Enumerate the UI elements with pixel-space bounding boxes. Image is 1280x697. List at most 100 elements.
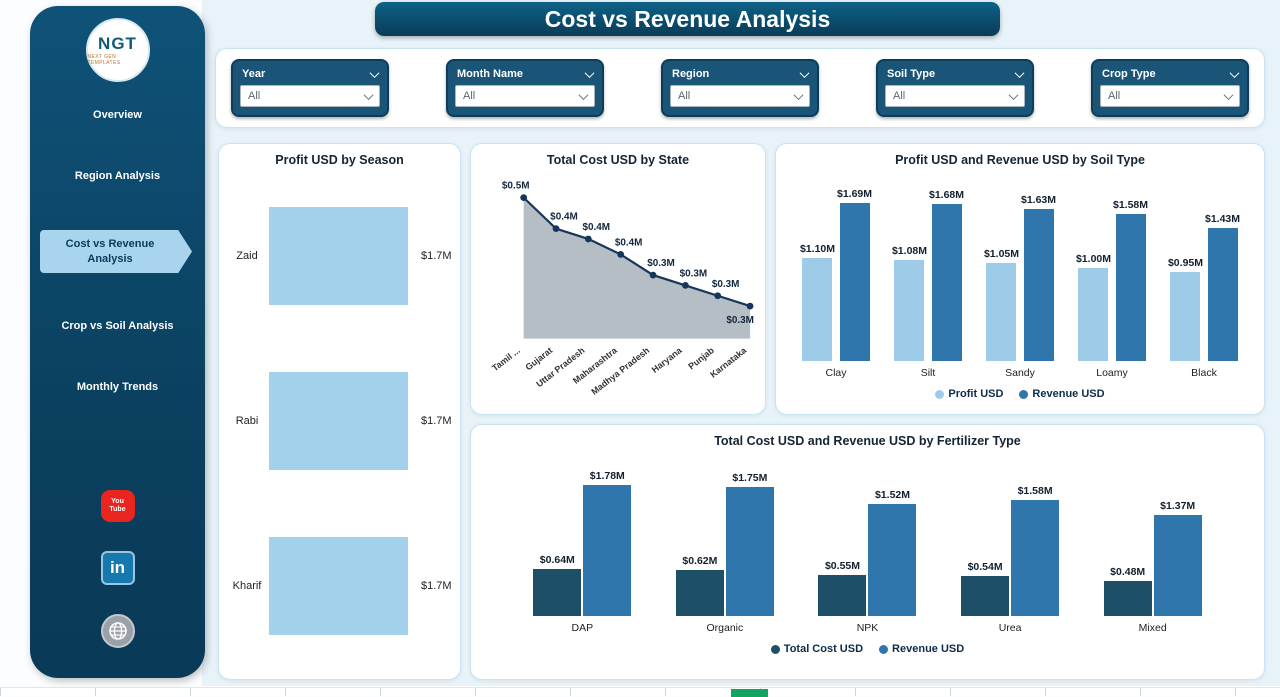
sidebar-item-overview[interactable]: Overview bbox=[93, 109, 142, 121]
data-point[interactable] bbox=[746, 302, 754, 310]
filter-region-header[interactable]: Region bbox=[670, 67, 810, 85]
value-label: $0.4M bbox=[615, 237, 643, 248]
chevron-down-icon[interactable] bbox=[1014, 67, 1025, 78]
bar-black-profit-usd[interactable] bbox=[1170, 272, 1201, 361]
legend-item-revenue[interactable]: Revenue USD bbox=[1019, 388, 1105, 400]
filter-year: Year All bbox=[231, 59, 389, 117]
area-chart[interactable]: $0.5M $0.4M $0.4M $0.4M $0.3M $0.3M $0.3M $0.3M… bbox=[474, 169, 762, 407]
bar-zaid[interactable] bbox=[269, 206, 408, 305]
bar-dap-revenue-usd[interactable] bbox=[583, 485, 632, 616]
filter-year-dropdown[interactable]: All bbox=[240, 85, 380, 107]
axis-label: Haryana bbox=[650, 345, 685, 375]
youtube-icon[interactable]: You Tube bbox=[100, 490, 135, 522]
filter-crop-dropdown[interactable]: All bbox=[1100, 85, 1240, 107]
filter-value: All bbox=[248, 90, 261, 102]
data-point[interactable] bbox=[682, 282, 689, 289]
filter-region-dropdown[interactable]: All bbox=[670, 85, 810, 107]
bar-urea-total-cost-usd[interactable] bbox=[961, 576, 1010, 616]
legend-item-revenue[interactable]: Revenue USD bbox=[879, 643, 964, 655]
bar-wrap: $1.69M bbox=[837, 188, 872, 361]
bar-wrap: $1.63M bbox=[1021, 194, 1056, 361]
bar-wrap: $1.58M bbox=[1011, 485, 1060, 616]
filter-month-name: Month Name All bbox=[446, 59, 604, 117]
bar-group-dap: $0.64M $1.78M DAP bbox=[533, 470, 632, 634]
trend-line bbox=[522, 196, 751, 308]
bar-mixed-revenue-usd[interactable] bbox=[1153, 515, 1202, 616]
bar-wrap: $0.95M bbox=[1168, 257, 1203, 361]
bar-track bbox=[269, 536, 416, 635]
value-label: $0.3M bbox=[680, 268, 708, 279]
bar-clay-revenue-usd[interactable] bbox=[839, 203, 870, 361]
bar-sandy-revenue-usd[interactable] bbox=[1023, 209, 1054, 361]
logo: NGT NEXT GEN TEMPLATES bbox=[30, 18, 205, 82]
linkedin-icon[interactable]: in bbox=[100, 551, 135, 585]
active-page-tab[interactable] bbox=[731, 689, 768, 697]
bar-sandy-profit-usd[interactable] bbox=[986, 263, 1017, 361]
bar-urea-revenue-usd[interactable] bbox=[1011, 500, 1060, 616]
filter-soil-dropdown[interactable]: All bbox=[885, 85, 1025, 107]
sidebar-item-cost-vs-revenue-analysis[interactable]: Cost vs Revenue Analysis bbox=[40, 230, 192, 274]
legend-item-profit[interactable]: Profit USD bbox=[935, 388, 1003, 400]
value-label: $0.3M bbox=[712, 279, 740, 290]
legend-item-total-cost[interactable]: Total Cost USD bbox=[770, 643, 863, 655]
bar-mixed-total-cost-usd[interactable] bbox=[1103, 581, 1152, 616]
bar-organic-revenue-usd[interactable] bbox=[725, 487, 774, 616]
season-row: Zaid $1.7M bbox=[225, 181, 456, 331]
data-point[interactable] bbox=[617, 251, 625, 258]
chevron-down-icon[interactable] bbox=[369, 67, 380, 78]
sidebar-item-region-analysis[interactable]: Region Analysis bbox=[74, 169, 161, 182]
chevron-down-icon[interactable] bbox=[799, 67, 810, 78]
bar-silt-revenue-usd[interactable] bbox=[931, 204, 962, 361]
data-point[interactable] bbox=[584, 235, 592, 243]
bar-wrap: $1.05M bbox=[984, 248, 1019, 361]
filter-label: Month Name bbox=[457, 68, 523, 80]
chart-cost-by-state: Total Cost USD by State $0.5M $0.4M $0.4M $… bbox=[470, 143, 766, 415]
bar-kharif[interactable] bbox=[269, 536, 408, 635]
axis-label: Tamil ... bbox=[490, 345, 522, 373]
filter-label: Crop Type bbox=[1102, 68, 1156, 80]
data-point[interactable] bbox=[552, 225, 560, 232]
bar-black-revenue-usd[interactable] bbox=[1207, 228, 1238, 361]
logo-subtext: NEXT GEN TEMPLATES bbox=[87, 53, 121, 66]
bar-clay-profit-usd[interactable] bbox=[802, 258, 833, 361]
filter-year-header[interactable]: Year bbox=[240, 67, 380, 85]
chevron-down-icon bbox=[793, 89, 804, 100]
category-label: Rabi bbox=[235, 414, 259, 427]
bar-organic-total-cost-usd[interactable] bbox=[675, 570, 724, 616]
filter-soil-header[interactable]: Soil Type bbox=[885, 67, 1025, 85]
bar-loamy-profit-usd[interactable] bbox=[1078, 268, 1109, 361]
bar-dap-total-cost-usd[interactable] bbox=[533, 569, 582, 616]
chevron-down-icon[interactable] bbox=[1229, 67, 1240, 78]
bar-group-npk: $0.55M $1.52M NPK bbox=[818, 476, 917, 634]
filter-label: Soil Type bbox=[887, 68, 936, 80]
value-label: $1.58M bbox=[1113, 199, 1149, 211]
sidebar: NGT NEXT GEN TEMPLATES Overview Region A… bbox=[30, 6, 205, 678]
data-point[interactable] bbox=[649, 271, 657, 279]
bar-group-organic: $0.62M $1.75M Organic bbox=[675, 472, 774, 634]
bar-loamy-revenue-usd[interactable] bbox=[1115, 214, 1146, 361]
bar-wrap: $1.10M bbox=[800, 243, 835, 361]
data-point[interactable] bbox=[714, 292, 722, 300]
website-globe-icon[interactable] bbox=[100, 614, 135, 648]
filter-label: Year bbox=[242, 68, 266, 80]
data-point[interactable] bbox=[520, 194, 528, 202]
filter-label: Region bbox=[672, 68, 710, 80]
filter-month-header[interactable]: Month Name bbox=[455, 67, 595, 85]
value-label: $1.78M bbox=[589, 470, 625, 482]
chevron-down-icon[interactable] bbox=[584, 67, 595, 78]
sidebar-item-crop-vs-soil-analysis[interactable]: Crop vs Soil Analysis bbox=[61, 320, 174, 333]
bar-npk-revenue-usd[interactable] bbox=[868, 504, 917, 616]
bar-track bbox=[269, 371, 416, 470]
bar-silt-profit-usd[interactable] bbox=[894, 260, 925, 361]
area-fill[interactable] bbox=[523, 197, 751, 339]
filter-month-dropdown[interactable]: All bbox=[455, 85, 595, 107]
bar-npk-total-cost-usd[interactable] bbox=[818, 575, 867, 616]
bar-rabi[interactable] bbox=[269, 371, 408, 470]
value-label: $0.48M bbox=[1110, 566, 1146, 578]
bar-group-silt: $1.08M $1.68M Silt bbox=[892, 189, 964, 379]
filter-crop-header[interactable]: Crop Type bbox=[1100, 67, 1240, 85]
page-navigation-bar[interactable] bbox=[0, 687, 1280, 697]
chevron-down-icon bbox=[578, 89, 589, 100]
value-label: $0.3M bbox=[647, 258, 675, 269]
sidebar-item-monthly-trends[interactable]: Monthly Trends bbox=[76, 381, 159, 394]
